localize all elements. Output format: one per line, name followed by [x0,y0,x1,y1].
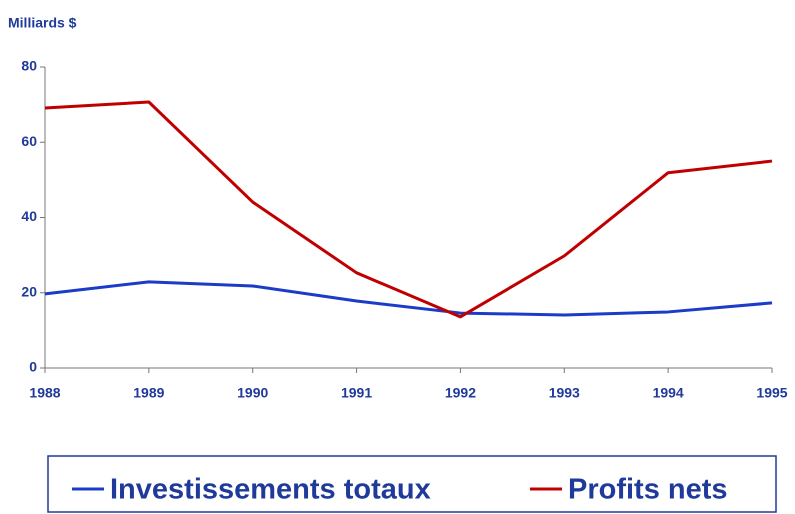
x-tick-label: 1994 [653,385,684,401]
x-tick-label: 1993 [549,385,580,401]
x-tick-label: 1991 [341,385,372,401]
series-line [44,100,773,319]
x-tick-label: 1995 [756,385,787,401]
y-tick-label: 40 [21,208,37,224]
y-tick-label: 80 [21,58,37,74]
series-line [44,280,773,317]
y-axis-label: Milliards $ [8,15,77,31]
x-tick-label: 1988 [29,385,60,401]
y-tick-label: 20 [21,283,37,299]
x-tick-label: 1990 [237,385,268,401]
legend-box [47,455,777,513]
x-tick-label: 1992 [445,385,476,401]
y-tick-label: 60 [21,133,37,149]
x-tick-label: 1989 [133,385,164,401]
legend-label: Investissements totaux [110,474,431,506]
y-tick-label: 0 [29,359,37,375]
legend-label: Profits nets [568,474,728,506]
